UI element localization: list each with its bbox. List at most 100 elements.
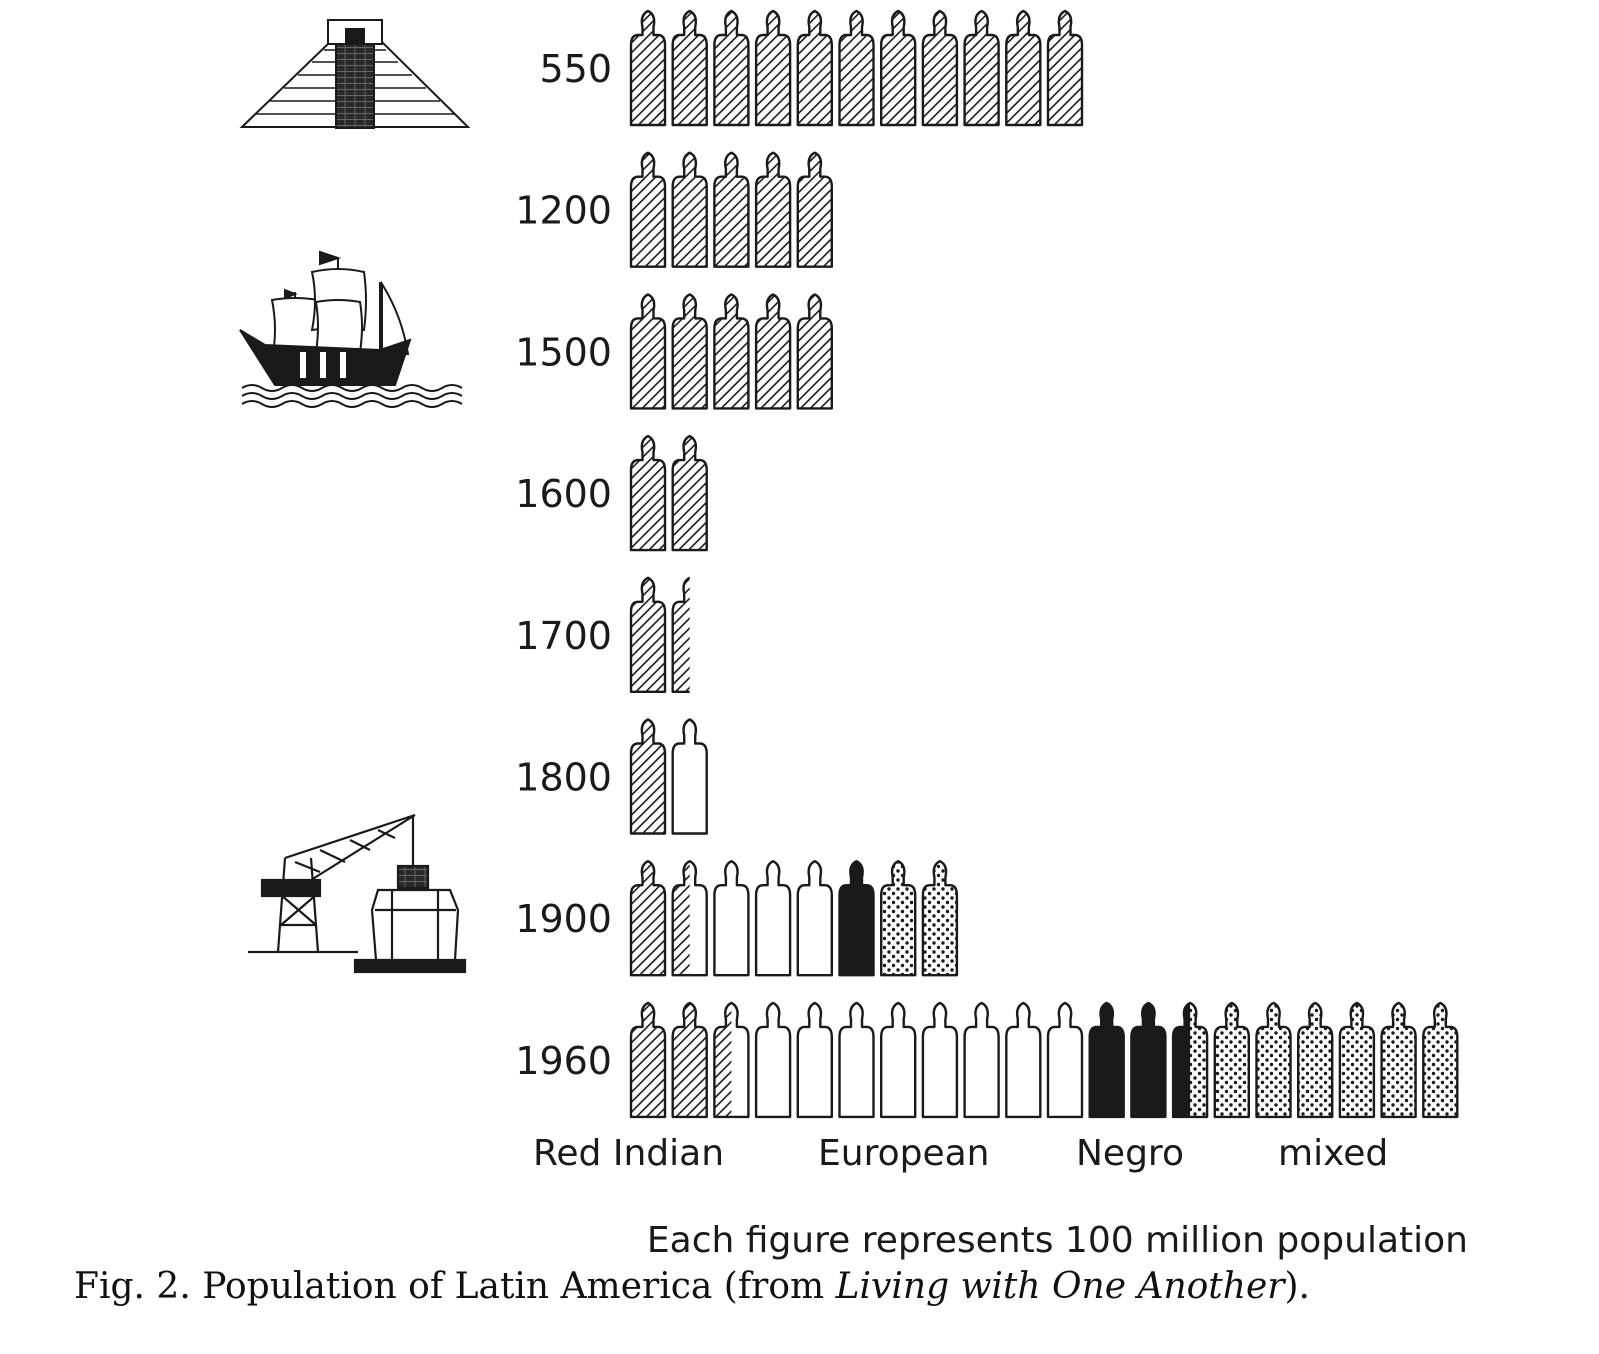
person-figure xyxy=(629,860,667,977)
person-figure xyxy=(713,860,750,977)
figure-outline xyxy=(838,9,875,127)
person-figure xyxy=(1380,1001,1417,1119)
person-figure xyxy=(1297,1001,1334,1119)
unit-note: Each figure represents 100 million popul… xyxy=(647,1220,1468,1261)
figure-outline xyxy=(921,1001,959,1119)
figure-fill-segment xyxy=(1381,1002,1416,1117)
row-1700: 1700 xyxy=(515,576,690,693)
figure-outline xyxy=(754,9,792,127)
figure-outline xyxy=(671,293,708,410)
person-figure xyxy=(921,9,959,127)
figure-fill-segment xyxy=(1006,11,1041,125)
person-figure xyxy=(880,1001,917,1119)
figure-outline xyxy=(671,9,708,127)
figure-fill-segment xyxy=(1423,1002,1458,1117)
person-figure xyxy=(671,1001,708,1119)
figure-fill-segment xyxy=(1190,1002,1208,1117)
figure-outline xyxy=(754,293,792,410)
person-figure xyxy=(629,1001,667,1119)
figure-outline xyxy=(629,9,667,127)
figure-outline xyxy=(713,9,750,127)
person-figure xyxy=(671,576,690,693)
caption-suffix: ). xyxy=(1284,1266,1310,1307)
figure-outline xyxy=(671,1001,708,1119)
person-figure xyxy=(629,718,667,835)
figure-fill-segment xyxy=(672,861,691,976)
legend-label-red_indian: Red Indian xyxy=(533,1133,724,1174)
figure-outline xyxy=(1422,1001,1459,1119)
person-figure xyxy=(1130,1001,1167,1119)
figure-fill-segment xyxy=(881,1002,916,1117)
figure-fill-segment xyxy=(1048,1002,1082,1117)
figure-outline xyxy=(671,151,708,268)
person-figure xyxy=(629,576,667,693)
person-figure xyxy=(713,1001,750,1119)
figure-fill-segment xyxy=(672,436,707,551)
figure-outline xyxy=(963,9,1000,127)
person-figure xyxy=(671,860,708,977)
person-figure xyxy=(1171,1001,1209,1119)
person-figure xyxy=(796,151,833,268)
person-figure xyxy=(754,860,792,977)
row-1960: 1960 xyxy=(515,1001,1459,1119)
figure-outline xyxy=(880,860,917,977)
figure-fill-segment xyxy=(1214,1002,1249,1117)
figure-outline xyxy=(629,860,667,977)
person-figure xyxy=(1422,1001,1459,1119)
figure-fill-segment xyxy=(1256,1002,1291,1117)
figure-fill-segment xyxy=(756,152,791,267)
figure-fill-segment xyxy=(1339,1002,1374,1117)
figure-outline xyxy=(754,151,792,268)
figure-fill-segment xyxy=(756,294,791,409)
caption-source-title: Living with One Another xyxy=(835,1266,1287,1307)
figure-fill-segment xyxy=(922,1002,957,1117)
person-figure xyxy=(796,860,833,977)
figure-fill-segment xyxy=(672,294,707,409)
figure-outline xyxy=(796,9,833,127)
figure-outline xyxy=(1005,1001,1042,1119)
figure-fill-segment xyxy=(1131,1002,1166,1117)
person-figure xyxy=(796,9,833,127)
person-figure xyxy=(963,9,1000,127)
year-label: 550 xyxy=(539,47,612,91)
figure-fill-segment xyxy=(964,11,999,125)
figure-outline xyxy=(796,293,833,410)
figure-outline xyxy=(629,434,667,552)
figure-fill-segment xyxy=(797,861,832,976)
figure-outline xyxy=(1130,1001,1167,1119)
figure-fill-segment xyxy=(1298,1002,1333,1117)
row-1900: 1900 xyxy=(515,860,959,977)
person-figure xyxy=(713,293,750,410)
figure-fill-segment xyxy=(881,861,916,976)
person-figure xyxy=(671,434,708,552)
person-figure xyxy=(880,9,917,127)
person-figure xyxy=(713,151,750,268)
figure-outline xyxy=(963,1001,1000,1119)
figure-fill-segment xyxy=(672,152,707,267)
figure-outline xyxy=(838,1001,875,1119)
figure-fill-segment xyxy=(631,577,665,692)
figure-outline xyxy=(796,860,833,977)
harbor-crane-icon xyxy=(248,813,467,974)
person-figure xyxy=(1088,1001,1125,1119)
figure-fill-segment xyxy=(672,1002,707,1117)
caption-prefix: Fig. 2. Population of Latin America (fro… xyxy=(74,1266,836,1307)
figure-outline xyxy=(629,293,667,410)
figure-outline xyxy=(754,1001,792,1119)
figure-fill-segment xyxy=(731,1002,749,1117)
figure-outline xyxy=(1213,1001,1250,1119)
year-label: 1600 xyxy=(515,472,612,516)
legend-label-negro: Negro xyxy=(1076,1133,1184,1174)
figure-fill-segment xyxy=(714,861,749,976)
figure-outline xyxy=(1046,9,1084,127)
person-figure xyxy=(921,860,959,977)
figure-fill-segment xyxy=(756,11,791,125)
figure-outline xyxy=(713,293,750,410)
figure-fill-segment xyxy=(839,861,874,976)
person-figure xyxy=(838,1001,875,1119)
figure-fill-segment xyxy=(839,1002,874,1117)
year-label: 1700 xyxy=(515,614,612,658)
person-figure xyxy=(713,9,750,127)
figure-fill-segment xyxy=(797,1002,832,1117)
